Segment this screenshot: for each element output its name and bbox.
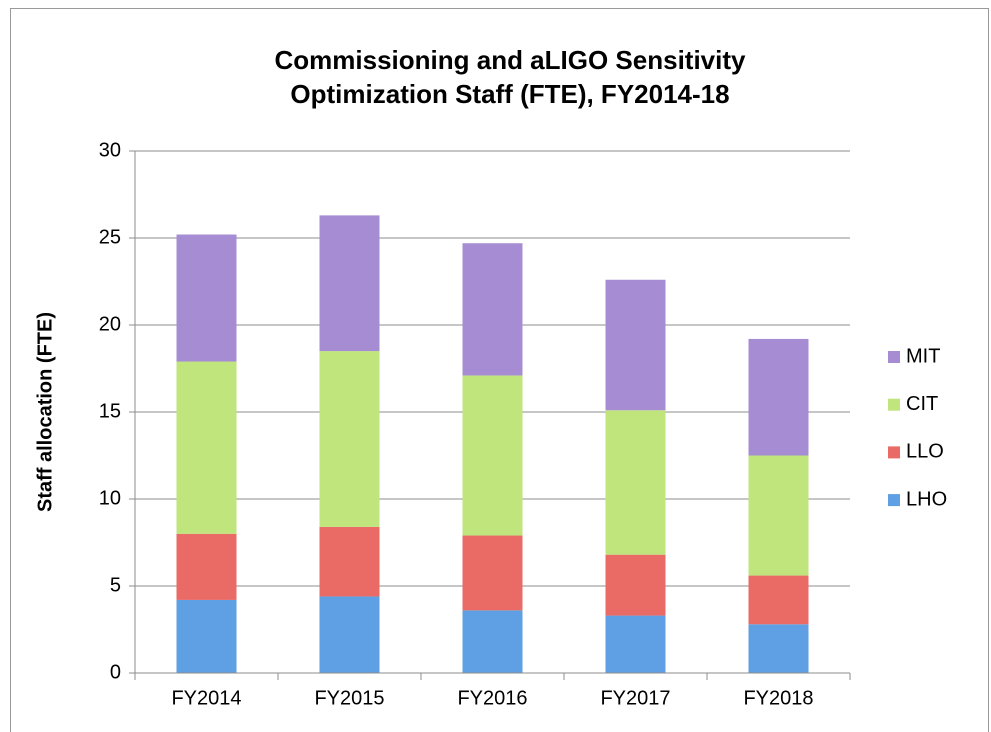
bar-segment: [176, 234, 237, 362]
bar-segment: [319, 351, 380, 527]
x-tick-label: FY2018: [743, 687, 813, 709]
x-tick-label: FY2016: [457, 687, 527, 709]
legend-swatch: [888, 398, 900, 411]
y-tick-label: 20: [99, 313, 121, 335]
bar-segment: [605, 615, 666, 673]
bar-segment: [748, 338, 809, 456]
legend-swatch: [888, 446, 900, 459]
bar-segment: [605, 554, 666, 616]
bar-segment: [176, 599, 237, 673]
bar-segment: [319, 215, 380, 352]
bar-segment: [605, 410, 666, 555]
bar-segment: [319, 526, 380, 597]
y-tick-label: 30: [99, 139, 121, 161]
bar-segment: [176, 533, 237, 600]
y-tick-label: 5: [110, 574, 121, 596]
y-tick-label: 15: [99, 400, 121, 422]
legend-label: MIT: [906, 345, 940, 367]
legend-label: LHO: [906, 488, 947, 510]
bar-segment: [462, 535, 523, 611]
bar-segment: [462, 243, 523, 376]
x-tick-label: FY2017: [600, 687, 670, 709]
y-tick-label: 10: [99, 487, 121, 509]
legend-swatch: [888, 494, 900, 507]
chart-title: Optimization Staff (FTE), FY2014-18: [290, 79, 729, 109]
bar-segment: [176, 361, 237, 534]
legend-label: CIT: [906, 393, 938, 415]
bar-segment: [605, 279, 666, 411]
y-axis-label: Staff allocation (FTE): [34, 312, 56, 512]
bar-segment: [319, 596, 380, 673]
chart-title: Commissioning and aLIGO Sensitivity: [275, 45, 747, 75]
legend-label: LLO: [906, 441, 944, 463]
y-tick-label: 0: [110, 661, 121, 683]
x-tick-label: FY2015: [314, 687, 384, 709]
legend-swatch: [888, 351, 900, 363]
bar-segment: [462, 610, 523, 673]
bar-segment: [748, 624, 809, 673]
bar-segment: [748, 575, 809, 625]
x-tick-label: FY2014: [171, 687, 241, 709]
y-tick-label: 25: [99, 226, 121, 248]
bar-segment: [748, 455, 809, 576]
bar-segment: [462, 375, 523, 536]
